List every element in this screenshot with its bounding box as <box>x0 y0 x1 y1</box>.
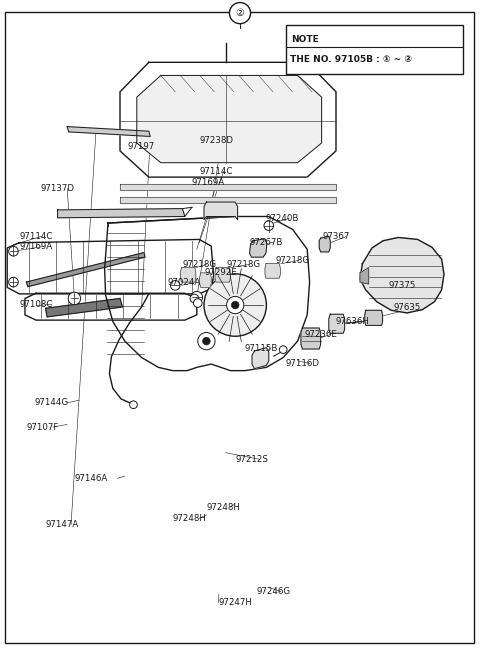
Text: 97375: 97375 <box>389 281 416 290</box>
Text: 97107F: 97107F <box>26 422 59 432</box>
Text: 97114C: 97114C <box>19 232 53 241</box>
Bar <box>286 25 463 74</box>
Text: 97240B: 97240B <box>265 214 299 223</box>
Circle shape <box>279 346 287 354</box>
Polygon shape <box>319 236 330 252</box>
Text: ②: ② <box>236 8 244 18</box>
Polygon shape <box>360 237 444 313</box>
Circle shape <box>193 298 202 308</box>
Text: 97267B: 97267B <box>250 237 283 247</box>
Text: 97212S: 97212S <box>235 455 268 464</box>
Circle shape <box>264 221 274 230</box>
Text: THE NO. 97105B : ① ~ ②: THE NO. 97105B : ① ~ ② <box>289 55 411 64</box>
Circle shape <box>9 247 18 256</box>
Polygon shape <box>120 62 336 177</box>
Polygon shape <box>360 268 369 284</box>
Text: 97116D: 97116D <box>286 359 320 368</box>
Text: 97247H: 97247H <box>218 598 252 607</box>
Text: 97246G: 97246G <box>257 587 291 596</box>
Circle shape <box>231 301 239 309</box>
Circle shape <box>170 281 180 290</box>
Text: 97115B: 97115B <box>245 344 278 353</box>
Circle shape <box>191 291 203 303</box>
Text: NOTE: NOTE <box>291 35 319 44</box>
Polygon shape <box>105 216 310 371</box>
Text: 97248H: 97248H <box>206 502 240 512</box>
Polygon shape <box>200 273 211 287</box>
Polygon shape <box>46 298 122 317</box>
Circle shape <box>204 274 266 337</box>
Circle shape <box>68 292 81 305</box>
Circle shape <box>229 3 251 24</box>
Polygon shape <box>265 264 280 278</box>
Polygon shape <box>204 202 238 220</box>
Text: 97236E: 97236E <box>305 330 337 339</box>
Text: 97146A: 97146A <box>74 474 108 483</box>
Circle shape <box>130 401 137 409</box>
Polygon shape <box>67 127 150 136</box>
Polygon shape <box>120 197 336 203</box>
Polygon shape <box>180 268 196 282</box>
Polygon shape <box>329 314 345 333</box>
Text: 97197: 97197 <box>127 142 155 152</box>
Text: 97147A: 97147A <box>46 520 79 529</box>
Text: 97144G: 97144G <box>35 398 69 407</box>
Polygon shape <box>215 268 230 282</box>
Polygon shape <box>25 293 197 320</box>
Text: 97137D: 97137D <box>41 184 75 193</box>
Text: 97635: 97635 <box>394 303 421 312</box>
Polygon shape <box>58 209 185 218</box>
Text: 97169A: 97169A <box>19 242 52 251</box>
Polygon shape <box>137 75 322 163</box>
Text: 97114C: 97114C <box>199 167 233 176</box>
Circle shape <box>9 277 18 287</box>
Polygon shape <box>252 348 269 369</box>
Text: 97248H: 97248H <box>173 514 207 523</box>
Text: 97218G: 97218G <box>182 260 216 269</box>
Text: 97169A: 97169A <box>192 178 225 187</box>
Text: 97367: 97367 <box>323 232 350 241</box>
Circle shape <box>198 333 215 350</box>
Text: 97292E: 97292E <box>205 268 238 277</box>
Polygon shape <box>250 239 267 257</box>
Text: 97024A: 97024A <box>168 278 201 287</box>
Text: 97218G: 97218G <box>276 256 310 265</box>
Text: 97108C: 97108C <box>19 300 53 309</box>
Text: 97238D: 97238D <box>199 136 233 145</box>
Circle shape <box>190 294 199 303</box>
Polygon shape <box>301 328 321 349</box>
Text: 97636H: 97636H <box>336 317 370 326</box>
Polygon shape <box>7 239 214 294</box>
Polygon shape <box>365 310 383 325</box>
Polygon shape <box>120 184 336 190</box>
Circle shape <box>227 297 244 314</box>
Text: 97218G: 97218G <box>227 260 261 269</box>
Polygon shape <box>26 253 145 287</box>
Circle shape <box>203 337 210 345</box>
